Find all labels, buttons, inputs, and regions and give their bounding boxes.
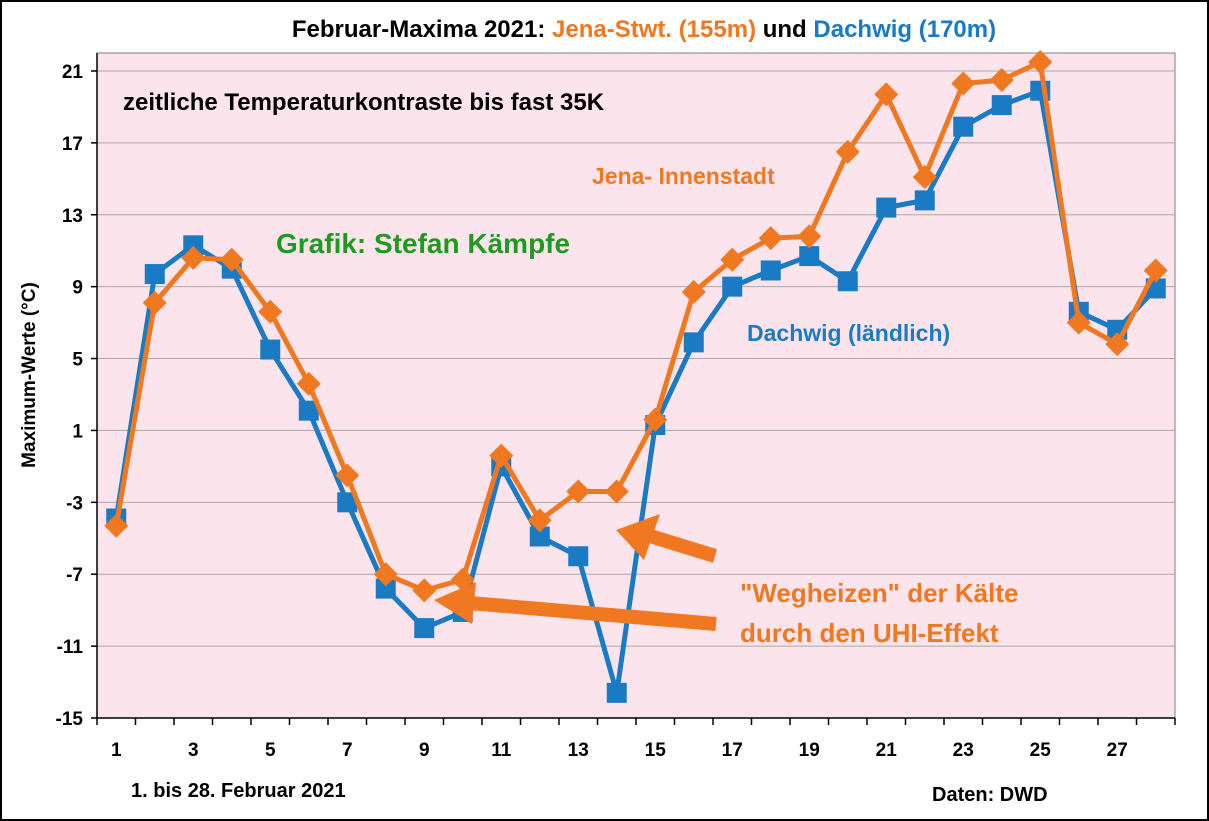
annotation-dachwig-label: Dachwig (ländlich): [747, 320, 950, 346]
x-tick-label: 27: [1107, 740, 1128, 761]
x-tick-label: 1: [111, 740, 122, 761]
marker-dachwig: [414, 618, 435, 639]
marker-jena: [951, 71, 976, 96]
y-tick-label: -11: [57, 637, 84, 658]
marker-jena: [296, 371, 321, 396]
marker-jena: [1143, 258, 1168, 283]
marker-jena: [604, 479, 629, 504]
marker-dachwig: [799, 246, 820, 267]
marker-dachwig: [722, 276, 743, 297]
x-tick-label: 3: [188, 740, 199, 761]
title-prefix: Februar-Maxima 2021:: [292, 16, 552, 43]
uhi-arrow-upper: [616, 514, 718, 563]
marker-jena: [142, 290, 167, 315]
marker-dachwig: [991, 95, 1012, 116]
x-tick-labels: 1 3 5 7 9 11 13 15 17 19 21 23 25 27: [111, 740, 1128, 761]
marker-jena: [104, 513, 129, 538]
x-tick-label: 15: [645, 740, 667, 761]
marker-jena: [1105, 332, 1130, 357]
title-dachwig: Dachwig (170m): [813, 16, 996, 43]
uhi-arrow-lower: [434, 582, 717, 631]
marker-jena: [758, 226, 783, 251]
y-tick-label: -7: [66, 565, 83, 586]
chart-title: Februar-Maxima 2021: Jena-Stwt. (155m) u…: [292, 16, 996, 43]
y-tick-label: 13: [62, 206, 83, 227]
x-tick-label: 25: [1030, 740, 1052, 761]
y-tick-label: 1: [72, 421, 83, 442]
period-label: 1. bis 28. Februar 2021: [131, 780, 346, 802]
marker-dachwig: [837, 271, 858, 292]
marker-dachwig: [683, 332, 704, 353]
annotation-uhi-line1: "Wegheizen" der Kälte: [740, 578, 1018, 608]
marker-jena: [373, 562, 398, 587]
marker-dachwig: [529, 526, 550, 547]
plot-area: [96, 52, 1176, 719]
marker-jena: [1028, 49, 1053, 74]
marker-dachwig: [298, 400, 319, 421]
series-line-jena: [113, 59, 1158, 593]
axes: [91, 53, 1176, 725]
x-tick-label: 5: [265, 740, 276, 761]
marker-dachwig: [914, 190, 935, 211]
marker-dachwig: [375, 578, 396, 599]
annotation-credit: Grafik: Stefan Kämpfe: [276, 228, 570, 259]
annotation-uhi-line2: durch den UHI-Effekt: [740, 618, 999, 648]
title-mid: und: [756, 16, 813, 43]
x-tick-label: 23: [953, 740, 974, 761]
marker-dachwig: [568, 546, 589, 567]
marker-jena: [681, 280, 706, 305]
marker-jena: [989, 67, 1014, 92]
marker-jena: [874, 82, 899, 107]
x-tick-label: 17: [722, 740, 743, 761]
marker-jena: [258, 299, 283, 324]
marker-jena: [412, 578, 437, 603]
marker-dachwig: [953, 116, 974, 137]
marker-jena: [643, 407, 668, 432]
marker-dachwig: [606, 682, 627, 703]
y-tick-labels: -15 -11 -7 -3 1 5 9 13 17 21: [56, 62, 84, 730]
x-tick-label: 7: [342, 740, 353, 761]
y-tick-label: 9: [72, 278, 83, 299]
marker-jena: [835, 139, 860, 164]
marker-jena: [797, 224, 822, 249]
marker-jena: [335, 463, 360, 488]
marker-dachwig: [760, 260, 781, 281]
annotation-contrast: zeitliche Temperaturkontraste bis fast 3…: [123, 89, 605, 116]
x-tick-label: 9: [419, 740, 430, 761]
marker-dachwig: [876, 197, 897, 218]
y-tick-label: 5: [72, 350, 83, 371]
marker-dachwig: [183, 235, 204, 256]
marker-jena: [527, 508, 552, 533]
x-tick-label: 13: [568, 740, 589, 761]
annotation-jena-label: Jena- Innenstadt: [592, 163, 775, 189]
y-tick-label: -15: [56, 709, 84, 730]
marker-jena: [566, 479, 591, 504]
marker-dachwig: [337, 492, 358, 513]
x-tick-label: 19: [799, 740, 820, 761]
x-tick-label: 11: [491, 740, 512, 761]
marker-jena: [489, 443, 514, 468]
marker-dachwig: [144, 264, 165, 285]
x-tick-label: 21: [876, 740, 898, 761]
marker-jena: [219, 247, 244, 272]
series-layer: [104, 49, 1168, 703]
marker-jena: [912, 165, 937, 190]
y-tick-label: 21: [62, 62, 84, 83]
y-tick-label: -3: [66, 493, 83, 514]
y-tick-label: 17: [62, 134, 83, 155]
series-line-dachwig: [113, 88, 1158, 696]
marker-dachwig: [260, 339, 281, 360]
marker-jena: [181, 245, 206, 270]
source-label: Daten: DWD: [932, 784, 1048, 806]
marker-jena: [720, 247, 745, 272]
marker-jena: [1066, 310, 1091, 335]
title-jena: Jena-Stwt. (155m): [552, 16, 756, 43]
y-axis-label: Maximum-Werte (°C): [19, 282, 40, 468]
